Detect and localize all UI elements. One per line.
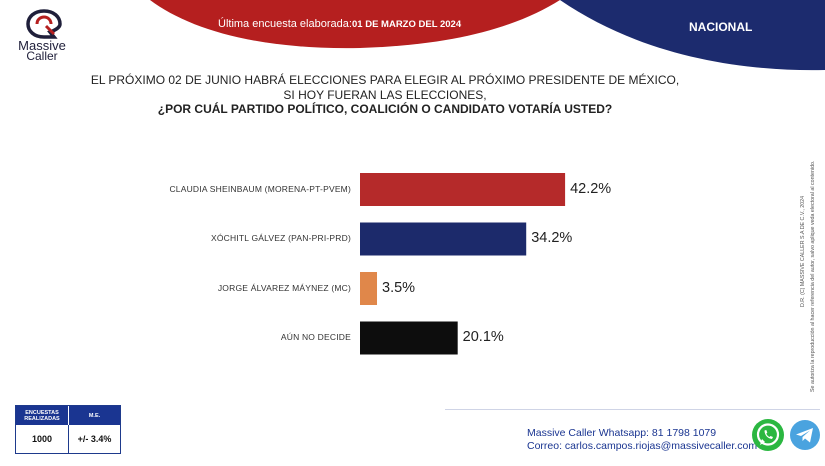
question: EL PRÓXIMO 02 DE JUNIO HABRÁ ELECCIONES … <box>60 73 710 117</box>
question-line1: EL PRÓXIMO 02 DE JUNIO HABRÁ ELECCIONES … <box>90 73 680 87</box>
bar-1 <box>360 222 527 256</box>
contact-email: Correo: carlos.campos.riojas@massivecall… <box>527 440 758 452</box>
header-scope: NACIONAL <box>689 20 753 34</box>
question-line2: SI HOY FUERAN LAS ELECCIONES, <box>283 87 487 102</box>
side-note-line1: D.R. (C) MASSIVE CALLER S.A DE C.V., 202… <box>800 195 806 307</box>
bar-3 <box>360 321 458 355</box>
header-label: Última encuesta elaborada: <box>218 18 352 30</box>
side-note-line2: Se autoriza la reproducción al hacer ref… <box>810 160 816 392</box>
category-label-1: XÓCHITL GÁLVEZ (PAN-PRI-PRD) <box>210 233 351 243</box>
category-label-0: CLAUDIA SHEINBAUM (MORENA-PT-PVEM) <box>169 183 351 194</box>
telegram-icon[interactable] <box>789 419 821 451</box>
table-header-margin: M.E. <box>69 406 120 425</box>
brand-line1: Massive <box>18 38 66 53</box>
value-label-3: 20.1% <box>462 329 504 345</box>
logo <box>12 8 76 47</box>
side-note: D.R. (C) MASSIVE CALLER S.A DE C.V., 202… <box>792 92 825 392</box>
table-value-surveys: 1000 <box>16 425 69 453</box>
contact-divider <box>445 409 820 410</box>
table-header-surveys: ENCUESTAS REALIZADAS <box>16 406 68 425</box>
value-label-0: 42.2% <box>570 180 612 197</box>
whatsapp-icon[interactable] <box>751 418 785 452</box>
bar-0 <box>360 173 566 206</box>
brand-name: Massive Caller <box>8 38 76 63</box>
category-label-3: AÚN NO DECIDE <box>280 332 351 342</box>
question-line3: ¿POR CUÁL PARTIDO POLÍTICO, COALICIÓN O … <box>157 102 613 116</box>
category-label-2: JORGE ÁLVAREZ MÁYNEZ (MC) <box>217 282 351 293</box>
contact-whatsapp: Massive Caller Whatsapp: 81 1798 1079 <box>527 427 717 439</box>
value-label-2: 3.5% <box>382 279 416 296</box>
table-value-margin: +/- 3.4% <box>77 434 112 444</box>
bar-2 <box>360 272 378 305</box>
value-label-1: 34.2% <box>531 230 573 246</box>
brand-line2: Caller <box>26 49 58 63</box>
survey-table: ENCUESTAS REALIZADAS M.E. 1000 +/- 3.4% <box>15 405 121 454</box>
header-date: 01 DE MARZO DEL 2024 <box>352 19 462 30</box>
